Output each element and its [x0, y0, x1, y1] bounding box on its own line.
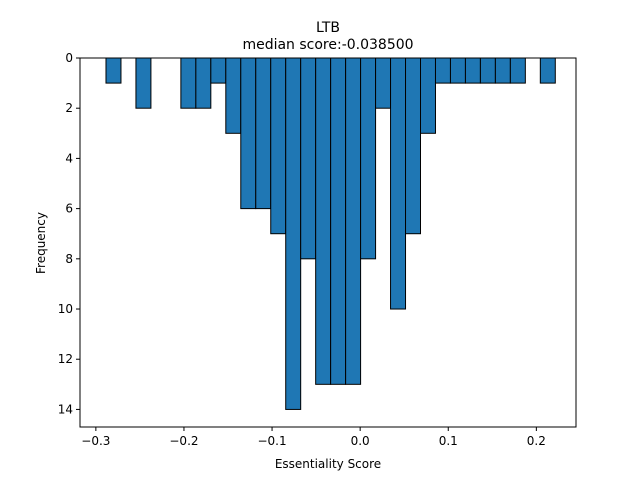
- histogram-bar: [240, 57, 257, 210]
- histogram-bar: [330, 57, 347, 385]
- chart-title: LTB: [316, 20, 340, 36]
- histogram-bar: [509, 57, 526, 84]
- histogram-bar: [195, 57, 212, 109]
- histogram-bar: [300, 57, 317, 260]
- histogram-bar: [270, 57, 287, 235]
- y-tick-label: 0: [65, 51, 73, 65]
- histogram-bar: [539, 57, 556, 84]
- histogram-bar: [390, 57, 407, 310]
- y-tick-label: 12: [58, 352, 73, 366]
- y-tick-label: 8: [65, 252, 73, 266]
- y-axis-label: Frequency: [34, 212, 48, 274]
- histogram-bar: [464, 57, 481, 84]
- histogram-bar: [210, 57, 227, 84]
- histogram-bar: [315, 57, 332, 385]
- histogram-bar: [345, 57, 362, 385]
- x-axis-label: Essentiality Score: [275, 457, 381, 471]
- histogram-bar: [479, 57, 496, 84]
- y-tick-label: 4: [65, 151, 73, 165]
- y-axis-ticks: 0 2 4 6 8 10 12 14: [58, 51, 80, 416]
- histogram-bar: [405, 57, 422, 235]
- bars-group: [105, 57, 556, 410]
- chart-subtitle: median score:-0.038500: [242, 37, 413, 53]
- x-tick-label: −0.2: [169, 434, 198, 448]
- x-tick-label: −0.1: [257, 434, 286, 448]
- y-tick-label: 2: [65, 101, 73, 115]
- plot-frame: [79, 57, 577, 428]
- histogram-bar: [375, 57, 392, 109]
- histogram-bar: [180, 57, 197, 109]
- histogram-bar: [255, 57, 272, 210]
- histogram-bar: [105, 57, 122, 84]
- histogram-bar: [285, 57, 302, 410]
- y-tick-label: 6: [65, 202, 73, 216]
- histogram-bar: [360, 57, 377, 260]
- x-tick-label: 0.1: [439, 434, 458, 448]
- histogram-bar: [225, 57, 242, 134]
- histogram-bar: [420, 57, 436, 134]
- histogram-bar: [449, 57, 466, 84]
- y-tick-label: 14: [58, 402, 73, 416]
- histogram-bar: [135, 57, 152, 109]
- histogram-bar: [434, 57, 451, 84]
- x-tick-label: 0.2: [527, 434, 546, 448]
- y-tick-label: 10: [58, 302, 73, 316]
- x-tick-label: −0.3: [81, 434, 110, 448]
- x-tick-label: 0.0: [351, 434, 370, 448]
- x-axis-ticks: −0.3 −0.2 −0.1 0.0 0.1 0.2: [81, 427, 546, 448]
- histogram-bar: [494, 57, 511, 84]
